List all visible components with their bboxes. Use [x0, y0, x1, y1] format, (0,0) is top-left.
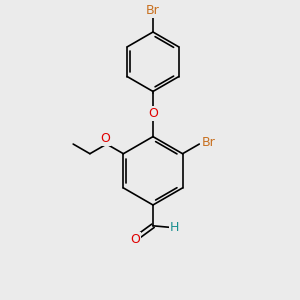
- Text: O: O: [148, 107, 158, 120]
- Text: O: O: [130, 233, 140, 246]
- Text: Br: Br: [201, 136, 215, 149]
- Text: O: O: [100, 132, 110, 145]
- Text: Br: Br: [146, 4, 160, 17]
- Text: H: H: [170, 221, 179, 234]
